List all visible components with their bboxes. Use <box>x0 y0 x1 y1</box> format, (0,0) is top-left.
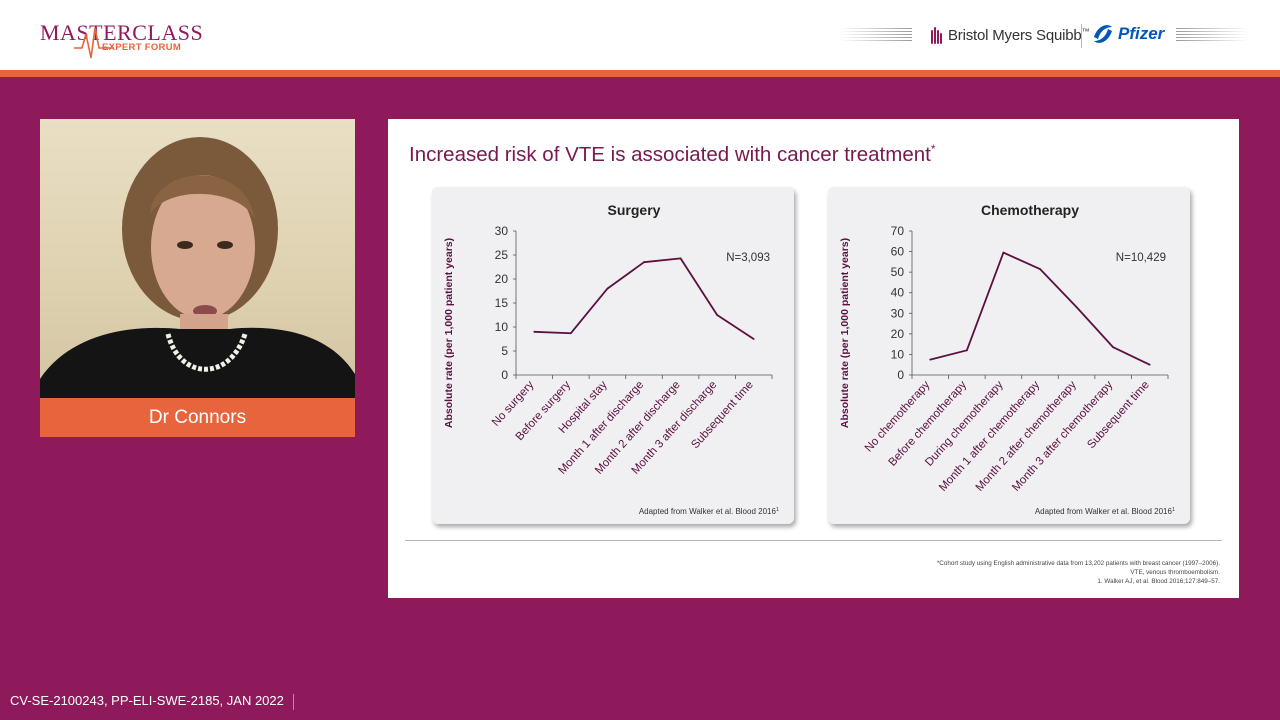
y-tick-label: 60 <box>891 245 905 259</box>
slide-title-text: Increased risk of VTE is associated with… <box>409 142 931 166</box>
data-point <box>569 332 572 335</box>
masterclass-logo: MASTERCLASS EXPERT FORUM <box>40 20 203 62</box>
slide-title-mark: * <box>930 142 936 156</box>
chart-title: Chemotherapy <box>981 202 1079 218</box>
decorative-stripes-right <box>1176 28 1248 42</box>
bms-tm: ™ <box>1081 26 1090 36</box>
logo-main-text: MASTERCLASS <box>40 20 204 45</box>
y-tick-label: 30 <box>891 306 905 320</box>
data-point <box>752 338 755 340</box>
y-tick-label: 0 <box>897 368 904 382</box>
pfizer-logo: Pfizer <box>1090 20 1164 48</box>
speaker-name-label: Dr Connors <box>40 398 355 437</box>
chart-title: Surgery <box>608 202 661 218</box>
y-tick-label: 0 <box>501 368 508 382</box>
footnote-line: VTE, venous thromboembolism. <box>1130 569 1220 577</box>
bms-wordmark: Bristol Myers Squibb <box>948 26 1082 44</box>
data-point <box>716 314 719 316</box>
header-bar: MASTERCLASS EXPERT FORUM Bristol Myers S… <box>0 0 1280 70</box>
n-annotation: N=10,429 <box>1116 252 1166 264</box>
x-tick-label: Subsequent time <box>1085 379 1152 451</box>
source-ref: 1 <box>776 507 779 513</box>
sponsor-divider <box>1081 24 1082 48</box>
footnote-line: 1. Walker AJ, et al. Blood 2016;127:849–… <box>1097 578 1220 586</box>
y-tick-label: 25 <box>495 248 509 262</box>
data-point <box>965 349 968 352</box>
y-tick-label: 15 <box>495 296 509 310</box>
data-point <box>1039 268 1041 270</box>
slide-footnote: *Cohort study using English administrati… <box>937 559 1220 587</box>
y-tick-label: 20 <box>891 327 905 341</box>
n-annotation: N=3,093 <box>726 252 770 264</box>
y-axis-label: Absolute rate (per 1,000 patient years) <box>839 238 851 428</box>
data-point <box>929 358 932 361</box>
y-tick-label: 30 <box>495 224 509 238</box>
data-point <box>1148 363 1151 366</box>
bms-logo: Bristol Myers Squibb ™ <box>930 24 1090 46</box>
footnote-line: *Cohort study using English administrati… <box>936 560 1220 567</box>
footer-separator <box>293 694 294 710</box>
series-line <box>534 257 755 340</box>
data-point <box>1112 346 1115 349</box>
slide-title: Increased risk of VTE is associated with… <box>409 142 936 167</box>
source-note: Adapted from Walker et al. Blood 20161 <box>639 507 779 516</box>
speaker-silhouette <box>40 137 355 398</box>
footnote-divider <box>405 540 1222 541</box>
data-point <box>606 287 609 290</box>
chemotherapy-chart: Chemotherapy Absolute rate (per 1,000 pat… <box>839 202 1175 516</box>
y-tick-label: 10 <box>891 347 905 361</box>
y-tick-label: 20 <box>495 272 509 286</box>
surgery-chart: Surgery Absolute rate (per 1,000 patient … <box>443 202 779 516</box>
y-tick-label: 70 <box>891 224 905 238</box>
x-tick-label: Subsequent time <box>689 379 756 451</box>
logo-sub-text: EXPERT FORUM <box>102 42 182 53</box>
decorative-stripes-left <box>840 28 912 42</box>
presentation-slide: Increased risk of VTE is associated with… <box>388 119 1239 598</box>
pfizer-wordmark: Pfizer <box>1118 24 1165 43</box>
source-note: Adapted from Walker et al. Blood 20161 <box>1035 507 1175 516</box>
data-point <box>679 257 682 260</box>
data-point <box>533 330 536 333</box>
heartbeat-wave-icon <box>74 27 114 59</box>
bms-glyph-icon <box>931 27 942 44</box>
data-point <box>1002 251 1005 254</box>
y-tick-label: 10 <box>495 320 509 334</box>
y-tick-label: 50 <box>891 265 905 279</box>
y-tick-label: 5 <box>501 344 508 358</box>
y-tick-label: 40 <box>891 286 905 300</box>
footer-code: CV-SE-2100243, PP-ELI-SWE-2185, JAN 2022 <box>10 693 284 708</box>
data-point <box>1075 306 1078 309</box>
data-point <box>643 261 645 264</box>
speaker-video <box>40 119 355 398</box>
surgery-chart-panel: Surgery Absolute rate (per 1,000 patient … <box>432 187 794 524</box>
pfizer-helix-icon <box>1094 25 1112 43</box>
x-tick-label: No chemotherapy <box>863 379 933 455</box>
accent-strip <box>0 70 1280 77</box>
y-axis-label: Absolute rate (per 1,000 patient years) <box>443 238 455 428</box>
source-ref: 1 <box>1172 507 1175 513</box>
chemotherapy-chart-panel: Chemotherapy Absolute rate (per 1,000 pat… <box>828 187 1190 524</box>
